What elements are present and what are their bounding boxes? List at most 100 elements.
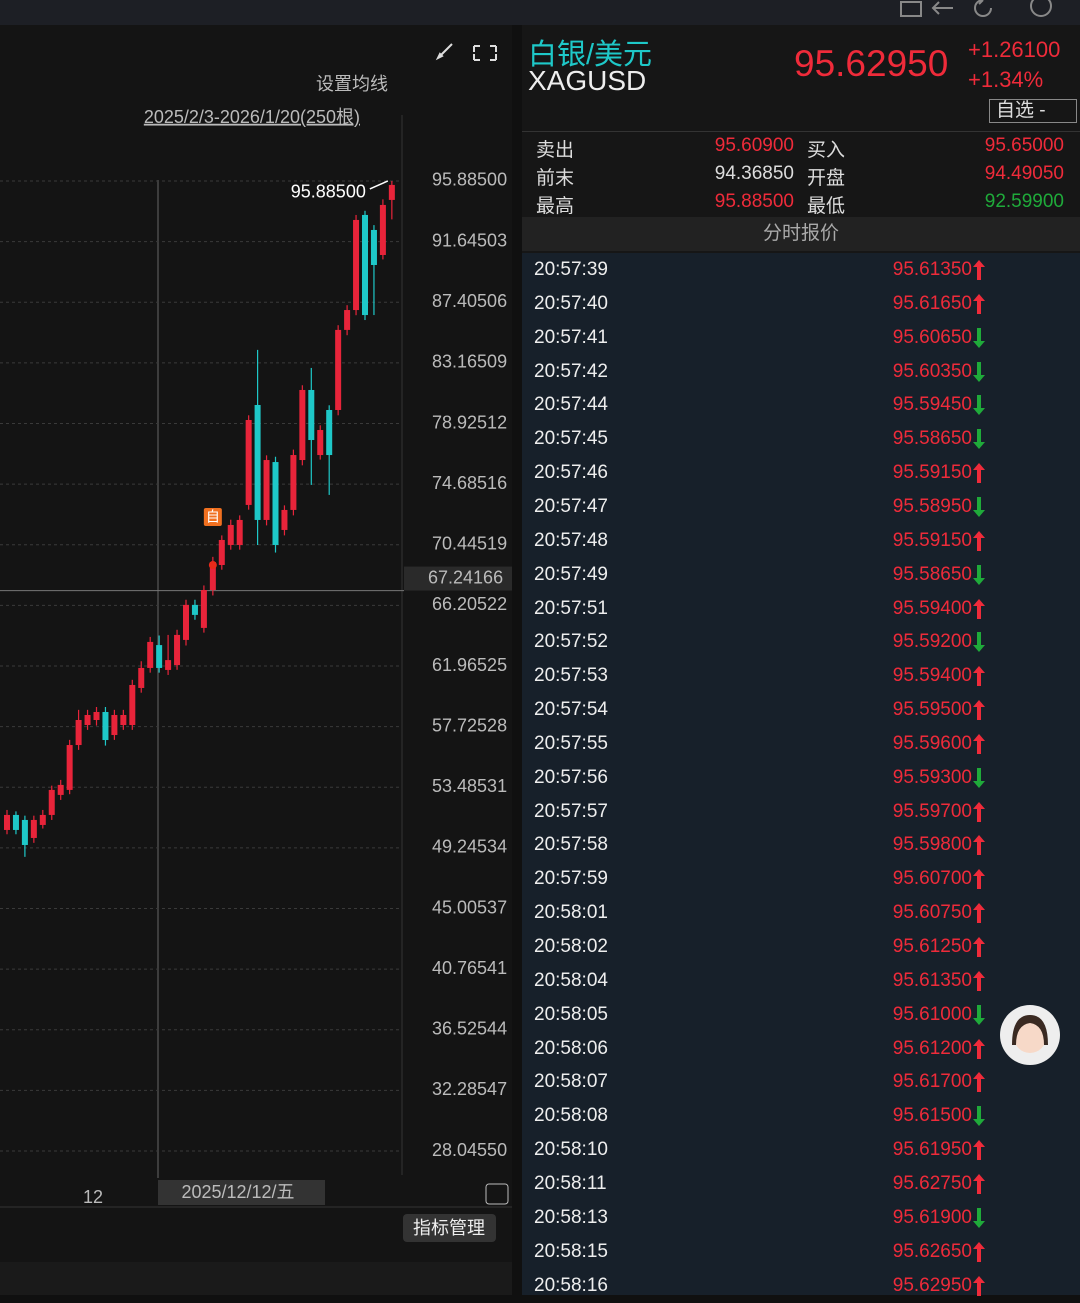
tick-row: 20:57:55 95.59600 xyxy=(522,727,1080,761)
candle-body xyxy=(299,389,306,461)
tick-row: 20:57:47 95.58950 xyxy=(522,490,1080,524)
tick-time: 20:58:13 xyxy=(534,1206,608,1228)
tick-row: 20:58:06 95.61200 xyxy=(522,1032,1080,1066)
y-tick-label: 36.52544 xyxy=(432,1019,507,1039)
y-tick-label: 61.96525 xyxy=(432,655,507,675)
tick-direction xyxy=(973,598,985,619)
quote-name: 白银/美元 xyxy=(528,39,653,71)
tick-row: 20:57:53 95.59400 xyxy=(522,659,1080,693)
y-tick-label: 91.64503 xyxy=(432,230,507,250)
tick-direction xyxy=(973,1241,985,1262)
candle-body xyxy=(75,719,82,746)
candle-body xyxy=(326,409,333,456)
tick-time: 20:57:45 xyxy=(534,428,608,450)
tick-direction xyxy=(973,801,985,822)
tick-row: 20:58:11 95.62750 xyxy=(522,1167,1080,1201)
tick-row: 20:57:51 95.59400 xyxy=(522,592,1080,626)
y-tick-label: 40.76541 xyxy=(432,958,507,978)
tick-price: 95.61700 xyxy=(892,1071,972,1093)
y-tick-label: 87.40506 xyxy=(432,291,507,311)
tick-time: 20:57:48 xyxy=(534,529,608,551)
field-label: 前末 xyxy=(536,168,575,189)
range-label: 2025/2/3-2026/1/20(250根) xyxy=(144,107,360,127)
y-tick-label: 78.92512 xyxy=(432,412,507,432)
tick-row: 20:58:04 95.61350 xyxy=(522,964,1080,998)
event-marker-label: 自 xyxy=(206,509,220,525)
tick-direction xyxy=(973,530,985,551)
y-tick-label: 28.04550 xyxy=(432,1140,507,1160)
tick-row: 20:57:45 95.58650 xyxy=(522,422,1080,456)
candle-body xyxy=(66,745,73,790)
candle-body xyxy=(308,389,315,441)
tick-price: 95.59150 xyxy=(892,529,972,551)
candle-body xyxy=(370,229,377,265)
candle-body xyxy=(165,660,172,670)
tick-row: 20:58:13 95.61900 xyxy=(522,1201,1080,1235)
chart-tools[interactable] xyxy=(435,43,497,61)
tick-time: 20:57:41 xyxy=(534,326,608,348)
candle-body xyxy=(353,219,360,311)
field-value: 94.49050 xyxy=(984,163,1064,184)
y-tick-label: 83.16509 xyxy=(432,352,507,372)
tick-price: 95.60350 xyxy=(892,360,972,382)
tick-row: 20:57:42 95.60350 xyxy=(522,355,1080,389)
candle-body xyxy=(209,561,216,591)
tick-direction xyxy=(973,429,985,450)
tick-time: 20:58:01 xyxy=(534,902,608,924)
candle-body xyxy=(147,641,154,668)
tick-row: 20:57:59 95.60700 xyxy=(522,862,1080,896)
expand-button[interactable] xyxy=(485,1183,509,1205)
tick-row: 20:57:52 95.59200 xyxy=(522,625,1080,659)
tick-price: 95.61950 xyxy=(892,1139,972,1161)
field-label: 卖出 xyxy=(536,140,575,161)
assistant-avatar[interactable] xyxy=(1000,1005,1060,1065)
tick-time: 20:58:05 xyxy=(534,1003,608,1025)
candle-body xyxy=(362,214,368,316)
candle-body xyxy=(39,814,46,825)
field-value: 95.88500 xyxy=(714,191,794,212)
indicator-label[interactable]: 指标管理 xyxy=(413,1218,485,1238)
ticks-title: 分时报价 xyxy=(522,217,1080,251)
toolbar-icons[interactable] xyxy=(895,0,1065,25)
current-price-label: 67.24166 xyxy=(428,567,503,587)
indicator-button[interactable] xyxy=(403,1214,496,1242)
tick-direction xyxy=(973,1173,985,1194)
tick-row: 20:57:39 95.61350 xyxy=(522,253,1080,287)
tick-time: 20:57:40 xyxy=(534,292,608,314)
ma-setting[interactable]: 设置均线 xyxy=(316,74,388,94)
tick-price: 95.59450 xyxy=(892,394,972,416)
tick-row: 20:57:44 95.59450 xyxy=(522,388,1080,422)
tick-price: 95.58650 xyxy=(892,563,972,585)
tick-direction xyxy=(973,767,985,788)
tick-direction xyxy=(973,1038,985,1059)
current-price-box xyxy=(404,566,512,591)
tick-price: 95.61500 xyxy=(892,1105,972,1127)
candle-body xyxy=(317,430,324,456)
candle-body xyxy=(102,711,109,741)
tick-direction xyxy=(973,327,985,348)
tick-direction xyxy=(973,1004,985,1025)
candle-body xyxy=(281,509,288,530)
tick-time: 20:58:08 xyxy=(534,1105,608,1127)
tick-time: 20:57:54 xyxy=(534,699,608,721)
tick-row: 20:57:48 95.59150 xyxy=(522,524,1080,558)
tick-row: 20:57:57 95.59700 xyxy=(522,795,1080,829)
candle-body xyxy=(388,184,395,200)
candle-body xyxy=(174,634,181,666)
candle-body xyxy=(93,711,100,720)
candle-body xyxy=(218,539,225,565)
y-tick-label: 95.88500 xyxy=(432,170,507,190)
tick-time: 20:57:53 xyxy=(534,665,608,687)
watch-dropdown[interactable]: 自选 - xyxy=(989,99,1077,123)
candle-body xyxy=(191,604,198,615)
tick-direction xyxy=(973,700,985,721)
tick-time: 20:57:47 xyxy=(534,495,608,517)
tick-time: 20:58:15 xyxy=(534,1240,608,1262)
field-label: 最低 xyxy=(807,196,846,217)
candle-body xyxy=(263,460,270,520)
tick-row: 20:57:46 95.59150 xyxy=(522,456,1080,490)
quote-panel: 白银/美元 XAGUSD 95.62950 +1.26100 +1.34% 自选… xyxy=(522,25,1080,1296)
tick-price: 95.59800 xyxy=(892,834,972,856)
candle-body xyxy=(183,604,189,640)
tick-price: 95.59150 xyxy=(892,462,972,484)
